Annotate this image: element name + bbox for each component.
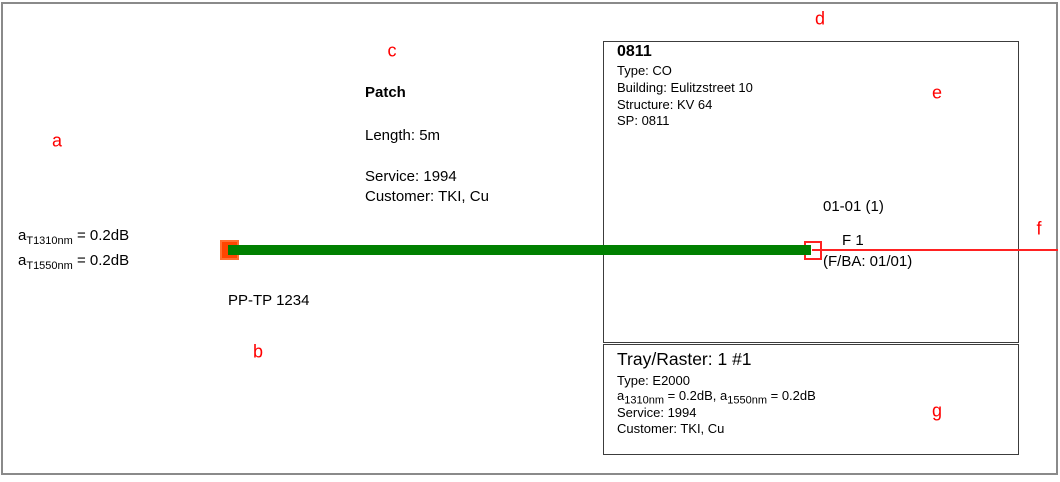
site-box-title: 0811 [617,43,652,60]
tray-customer-label: Customer: TKI, Cu [617,421,725,436]
annotation-letter-f: f [1036,218,1042,239]
attenuation-1550-line: aT1550nm = 0.2dB [18,252,130,272]
attenuation-1310-line: aT1310nm = 0.2dB [18,227,130,247]
annotation-letter-d: d [814,8,826,29]
port-module-label: 01-01 (1) [823,198,884,215]
tray-box[interactable] [603,344,1019,455]
site-structure-label: Structure: KV 64 [617,96,713,112]
tray-service-label: Service: 1994 [617,405,697,420]
site-box[interactable] [603,41,1019,343]
annotation-letter-c: c [387,40,397,61]
patch-cable-line[interactable] [228,245,811,255]
tray-box-title: Tray/Raster: 1 #1 [617,349,752,369]
site-building-label: Building: Eulitzstreet 10 [617,79,753,95]
cable-attenuation-label: aT1310nm = 0.2dB aT1550nm = 0.2dB [18,226,129,276]
diagram-frame-border [1,2,1058,475]
tray-attenuation-label: a1310nm = 0.2dB, a1550nm = 0.2dB [617,388,816,407]
patch-customer-label: Customer: TKI, Cu [365,188,489,205]
patch-title: Patch [365,84,406,101]
annotation-letter-b: b [252,341,264,362]
patch-length-label: Length: 5m [365,127,441,144]
site-type-label: Type: CO [617,63,672,78]
site-sp-label: SP: 0811 [617,113,670,129]
annotation-letter-g: g [931,400,943,421]
annotation-letter-e: e [931,82,943,103]
cable-type-label: PP-TP 1234 [228,292,310,309]
fiber-continuation-line [812,249,1058,251]
patch-service-label: Service: 1994 [365,168,457,185]
site-box-details: Type: CO Building: Eulitzstreet 10 Struc… [617,63,753,130]
port-fiber-label: F 1 [842,232,864,249]
annotation-letter-a: a [51,130,63,151]
port-fba-label: (F/BA: 01/01) [823,253,913,270]
tray-type-label: Type: E2000 [617,373,690,388]
